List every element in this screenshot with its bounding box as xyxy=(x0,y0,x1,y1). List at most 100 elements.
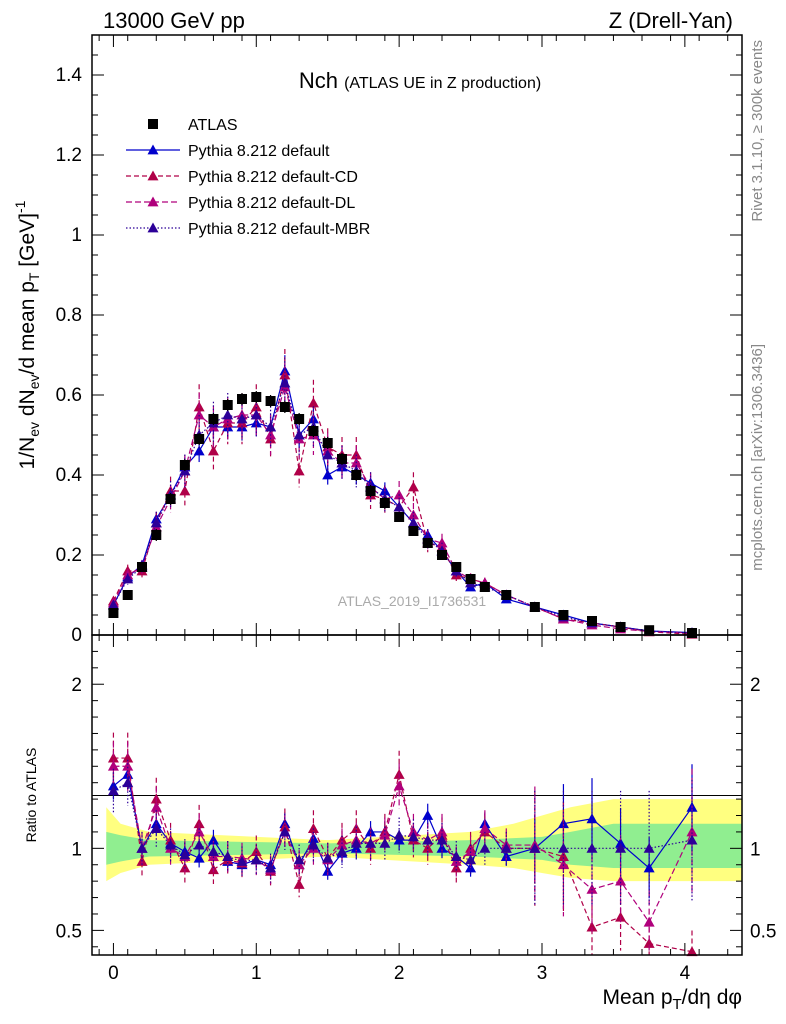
ratio-point-cd xyxy=(122,752,134,763)
ratio-point-cd xyxy=(686,946,698,957)
ratio-point-mbr xyxy=(265,862,277,873)
ratio-point-mbr xyxy=(557,842,569,853)
atlas-point xyxy=(437,550,447,560)
ratio-x-tick-label: 0 xyxy=(108,963,119,984)
main-y-tick-label: 0 xyxy=(71,625,82,646)
atlas-point xyxy=(308,426,319,436)
atlas-point xyxy=(294,414,305,424)
main-line-mbr xyxy=(112,380,693,634)
main-point-dl xyxy=(407,509,419,520)
legend: ATLAS Pythia 8.212 default Pythia 8.212 de… xyxy=(126,117,370,238)
y-axis-title: 1/Nev dNev/d mean pT [GeV]-1 xyxy=(12,200,42,469)
atlas-point xyxy=(394,512,405,522)
legend-label-default: Pythia 8.212 default xyxy=(188,143,330,160)
main-point-cd xyxy=(207,445,219,456)
main-point-mbr xyxy=(279,377,291,388)
ratio-point-dl xyxy=(107,760,119,771)
main-data-marks xyxy=(107,349,698,639)
ratio-point-mbr xyxy=(293,854,305,865)
ratio-point-mbr xyxy=(279,826,291,837)
ratio-point-mbr xyxy=(350,837,362,848)
main-y-tick-label: 0.8 xyxy=(56,305,82,326)
ratio-point-mbr xyxy=(393,829,405,840)
legend-marker-default xyxy=(147,144,159,155)
ratio-y-tick-label-right: 0.5 xyxy=(750,921,776,942)
ratio-point-dl xyxy=(643,916,655,927)
ratio-y-tick-label-right: 2 xyxy=(750,675,761,696)
ratio-line-dl xyxy=(113,765,693,924)
ratio-y-tick-label-right: 1 xyxy=(750,839,761,860)
ratio-point-dl xyxy=(686,826,698,837)
ratio-point-mbr xyxy=(222,851,234,861)
main-y-tick-label: 0.4 xyxy=(56,465,83,486)
ratio-point-mbr xyxy=(136,842,148,853)
main-point-mbr xyxy=(122,573,134,584)
ratio-point-cd xyxy=(557,851,569,861)
main-point-mbr xyxy=(150,517,162,528)
plot-title: Nch (ATLAS UE in Z production) xyxy=(299,68,541,93)
main-point-cd xyxy=(407,481,419,492)
main-point-mbr xyxy=(293,429,305,440)
main-point-cd xyxy=(293,465,305,476)
legend-label-dl: Pythia 8.212 default-DL xyxy=(188,195,355,212)
ratio-point-cd xyxy=(250,846,262,857)
ratio-point-default xyxy=(422,810,434,820)
atlas-point xyxy=(151,530,162,540)
ratio-point-cd xyxy=(293,878,305,889)
main-y-tick-label: 1 xyxy=(71,225,82,246)
ratio-point-dl xyxy=(479,823,491,834)
ratio-point-mbr xyxy=(336,846,348,857)
ratio-point-mbr xyxy=(615,842,627,853)
atlas-point xyxy=(408,526,419,536)
atlas-point xyxy=(108,608,119,618)
ratio-frame xyxy=(91,634,743,956)
legend-label-atlas: ATLAS xyxy=(188,117,238,134)
main-point-default xyxy=(322,469,334,480)
ratio-axis-title: Ratio to ATLAS xyxy=(23,748,39,843)
ratio-point-mbr xyxy=(379,837,391,848)
atlas-point xyxy=(501,590,512,600)
analysis-watermark: ATLAS_2019_I1736531 xyxy=(338,593,487,609)
main-point-mbr xyxy=(107,599,119,610)
legend-marker-cd xyxy=(147,170,159,181)
ratio-point-dl xyxy=(557,859,569,870)
atlas-point xyxy=(644,625,655,636)
ratio-point-mbr xyxy=(107,785,119,796)
legend-label-mbr: Pythia 8.212 default-MBR xyxy=(188,221,370,238)
legend-marker-atlas xyxy=(148,119,158,129)
ratio-point-cd xyxy=(643,938,655,948)
atlas-point xyxy=(122,590,133,600)
main-line-dl xyxy=(112,384,693,634)
process-label: Z (Drell-Yan) xyxy=(609,8,733,33)
ratio-point-mbr xyxy=(193,839,205,850)
beam-label: 13000 GeV pp xyxy=(103,8,245,33)
atlas-point xyxy=(351,470,362,480)
main-point-cd xyxy=(350,449,362,460)
ratio-data-marks xyxy=(107,732,698,957)
ratio-point-mbr xyxy=(207,846,219,857)
ratio-point-mbr xyxy=(179,849,191,860)
ratio-point-default xyxy=(643,862,655,873)
ratio-point-mbr xyxy=(236,855,248,866)
plot-title-suffix: (ATLAS UE in Z production) xyxy=(344,75,541,92)
ratio-point-mbr xyxy=(643,842,655,853)
atlas-point xyxy=(422,538,433,548)
atlas-point xyxy=(322,438,333,448)
ratio-point-mbr xyxy=(479,842,491,853)
atlas-point xyxy=(251,392,262,402)
ratio-y-tick-label-left: 1 xyxy=(71,839,82,860)
ratio-point-mbr xyxy=(586,842,598,853)
ratio-point-cd xyxy=(107,752,119,763)
main-axis-ticks: 0 0.2 0.4 0.6 0.8 1 1.2 1.4 xyxy=(56,35,742,646)
ratio-x-tick-label: 3 xyxy=(537,963,548,984)
ratio-axis-ticks: 0 1 2 3 4 0.5 0.5 1 1 2 2 xyxy=(56,635,776,984)
atlas-point xyxy=(365,486,376,496)
ratio-point-mbr xyxy=(450,851,462,861)
ratio-x-tick-label: 1 xyxy=(251,963,262,984)
ratio-panel: 0 1 2 3 4 0.5 0.5 1 1 2 2 xyxy=(56,634,776,984)
ratio-y-tick-label-left: 2 xyxy=(71,675,82,696)
main-y-tick-label: 0.2 xyxy=(56,545,82,566)
atlas-point xyxy=(465,574,476,584)
atlas-point xyxy=(279,402,290,412)
